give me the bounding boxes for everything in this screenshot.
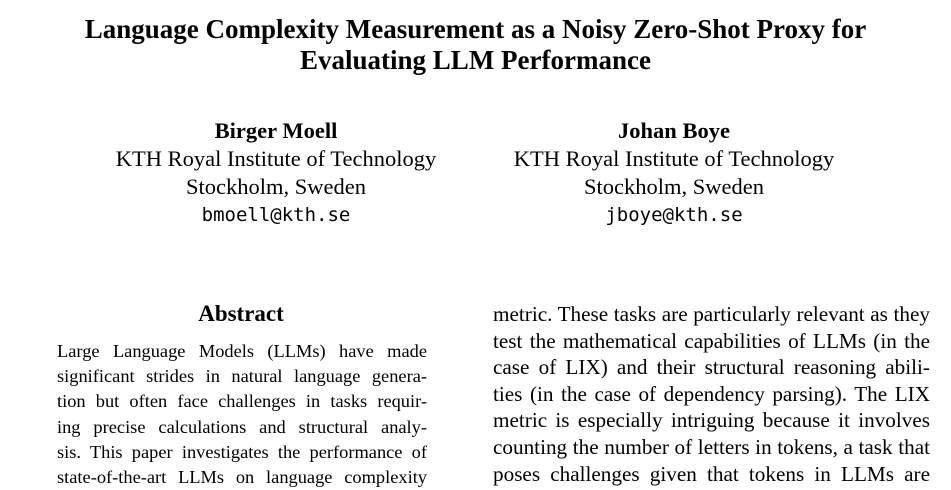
author-name: Johan Boye (618, 118, 730, 143)
body-line: ties (in the case of dependency parsing)… (493, 381, 930, 406)
author-email: jboye@kth.se (605, 204, 743, 226)
body-line: metric. These tasks are particularly rel… (493, 302, 930, 326)
author-block-1: Birger Moell KTH Royal Institute of Tech… (56, 117, 496, 229)
abstract-line: sis. This paper investigates the perform… (57, 441, 427, 462)
abstract-body: Large Language Models (LLMs) have made s… (57, 339, 427, 490)
abstract-line: state-of-the-art LLMs on language comple… (57, 467, 427, 488)
abstract-line: tion but often face challenges in tasks … (57, 391, 427, 412)
author-affiliation: KTH Royal Institute of Technology (115, 146, 437, 171)
right-column-body: metric. These tasks are particularly rel… (493, 301, 930, 487)
author-email: bmoell@kth.se (201, 204, 351, 226)
paper-title-line: Evaluating LLM Performance (300, 45, 651, 75)
body-line: metric is especially intriguing because … (493, 408, 930, 433)
abstract-line: Large Language Models (LLMs) have made (57, 341, 427, 361)
abstract-heading: Abstract (198, 301, 284, 326)
author-affiliation: KTH Royal Institute of Technology (513, 146, 835, 171)
paper-title: Language Complexity Measurement as a Noi… (0, 14, 951, 76)
author-block-2: Johan Boye KTH Royal Institute of Techno… (454, 117, 894, 229)
author-location: Stockholm, Sweden (584, 174, 764, 199)
body-line: counting the number of letters in tokens… (493, 434, 930, 459)
author-location: Stockholm, Sweden (186, 174, 366, 199)
abstract-line: significant strides in natural language … (57, 366, 427, 387)
abstract-line: ing precise calculations and structural … (57, 416, 427, 437)
paper-title-line: Language Complexity Measurement as a Noi… (84, 14, 867, 44)
body-line: poses challenges given that tokens in LL… (493, 461, 930, 486)
body-line: test the mathematical capabilities of LL… (493, 328, 930, 353)
author-name: Birger Moell (214, 118, 338, 143)
body-line: case of LIX) and their structural reason… (493, 355, 930, 380)
